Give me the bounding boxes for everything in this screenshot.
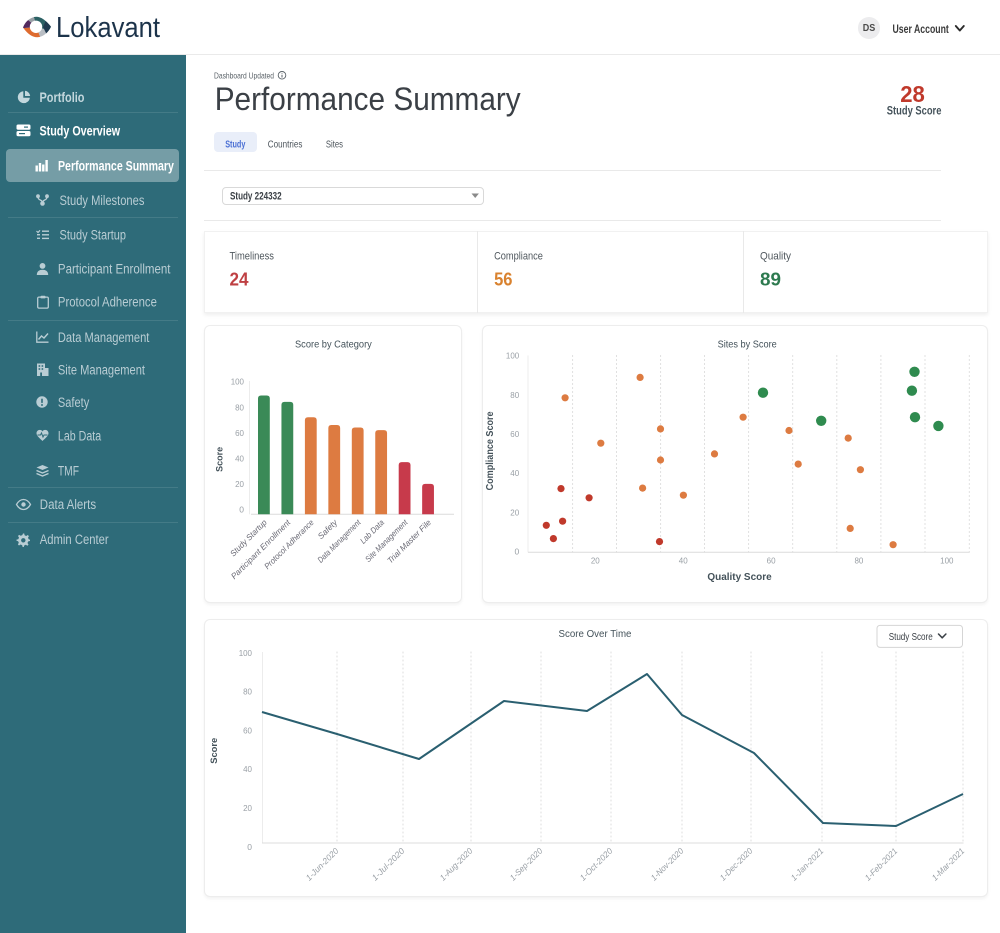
svg-text:1-Aug-2020: 1-Aug-2020 bbox=[438, 846, 475, 883]
svg-text:20: 20 bbox=[243, 803, 252, 813]
svg-text:Compliance: Compliance bbox=[494, 251, 543, 263]
svg-text:56: 56 bbox=[494, 269, 512, 290]
svg-text:40: 40 bbox=[510, 468, 519, 478]
svg-text:1-Mar-2021: 1-Mar-2021 bbox=[930, 846, 967, 883]
svg-text:TMF: TMF bbox=[58, 464, 79, 479]
svg-text:Study Overview: Study Overview bbox=[40, 124, 121, 139]
svg-text:Study Startup: Study Startup bbox=[60, 228, 127, 243]
svg-text:Data Management: Data Management bbox=[58, 330, 150, 345]
svg-text:Timeliness: Timeliness bbox=[230, 251, 275, 263]
svg-text:60: 60 bbox=[235, 428, 244, 438]
svg-text:Quality: Quality bbox=[760, 251, 791, 263]
svg-text:1-Dec-2020: 1-Dec-2020 bbox=[718, 846, 755, 883]
svg-text:Performance Summary: Performance Summary bbox=[58, 158, 174, 173]
svg-text:Performance Summary: Performance Summary bbox=[215, 81, 522, 117]
svg-text:Lokavant: Lokavant bbox=[56, 12, 160, 44]
svg-text:100: 100 bbox=[239, 648, 253, 658]
svg-text:Protocol Adherence: Protocol Adherence bbox=[58, 295, 157, 310]
svg-text:20: 20 bbox=[510, 507, 519, 517]
svg-text:Data Alerts: Data Alerts bbox=[40, 497, 97, 512]
svg-text:80: 80 bbox=[235, 402, 244, 412]
svg-text:1-Oct-2020: 1-Oct-2020 bbox=[578, 846, 615, 883]
svg-text:Admin Center: Admin Center bbox=[40, 532, 109, 547]
svg-text:40: 40 bbox=[235, 454, 244, 464]
svg-text:60: 60 bbox=[510, 429, 519, 439]
svg-text:Study 224332: Study 224332 bbox=[230, 190, 282, 202]
svg-text:Study Milestones: Study Milestones bbox=[60, 193, 145, 208]
svg-text:100: 100 bbox=[231, 377, 245, 387]
svg-text:Study Score: Study Score bbox=[889, 632, 933, 643]
svg-text:1-Nov-2020: 1-Nov-2020 bbox=[649, 846, 686, 883]
svg-text:Study Score: Study Score bbox=[887, 106, 942, 118]
svg-text:100: 100 bbox=[940, 556, 954, 566]
svg-text:28: 28 bbox=[900, 81, 925, 107]
svg-text:1-Feb-2021: 1-Feb-2021 bbox=[863, 846, 900, 883]
svg-text:0: 0 bbox=[239, 505, 244, 515]
svg-text:80: 80 bbox=[510, 390, 519, 400]
svg-text:DS: DS bbox=[863, 22, 876, 34]
svg-text:60: 60 bbox=[243, 725, 252, 735]
svg-text:89: 89 bbox=[760, 269, 781, 290]
svg-text:Score: Score bbox=[209, 738, 220, 764]
svg-text:24: 24 bbox=[230, 269, 250, 290]
svg-text:20: 20 bbox=[591, 556, 600, 566]
svg-text:Study: Study bbox=[225, 138, 245, 150]
svg-text:1-Jun-2020: 1-Jun-2020 bbox=[304, 846, 341, 883]
svg-text:Safety: Safety bbox=[58, 395, 90, 410]
svg-text:User Account: User Account bbox=[893, 24, 949, 36]
svg-text:0: 0 bbox=[514, 547, 519, 557]
svg-text:40: 40 bbox=[243, 764, 252, 774]
svg-text:Quality Score: Quality Score bbox=[707, 572, 772, 583]
svg-text:0: 0 bbox=[247, 842, 252, 852]
svg-text:Sites by Score: Sites by Score bbox=[718, 340, 778, 351]
svg-text:1-Sep-2020: 1-Sep-2020 bbox=[508, 846, 545, 883]
svg-text:Dashboard Updated: Dashboard Updated bbox=[214, 70, 274, 80]
svg-text:80: 80 bbox=[854, 556, 863, 566]
svg-text:Lab Data: Lab Data bbox=[58, 428, 102, 443]
svg-text:Participant Enrollment: Participant Enrollment bbox=[58, 262, 171, 277]
svg-text:1-Jan-2021: 1-Jan-2021 bbox=[789, 846, 826, 883]
svg-text:Score by Category: Score by Category bbox=[295, 340, 372, 351]
svg-text:20: 20 bbox=[235, 479, 244, 489]
svg-text:1-Jul-2020: 1-Jul-2020 bbox=[370, 846, 407, 883]
svg-text:Sites: Sites bbox=[326, 138, 343, 150]
svg-text:Site Management: Site Management bbox=[58, 362, 145, 377]
svg-text:Portfolio: Portfolio bbox=[40, 89, 85, 105]
svg-text:100: 100 bbox=[506, 351, 520, 361]
svg-text:60: 60 bbox=[767, 556, 776, 566]
svg-text:Score: Score bbox=[214, 447, 225, 472]
svg-text:80: 80 bbox=[243, 687, 252, 697]
svg-text:Compliance Score: Compliance Score bbox=[485, 411, 496, 490]
svg-text:Score Over Time: Score Over Time bbox=[559, 629, 632, 640]
svg-text:Countries: Countries bbox=[268, 138, 303, 150]
svg-text:40: 40 bbox=[679, 556, 688, 566]
